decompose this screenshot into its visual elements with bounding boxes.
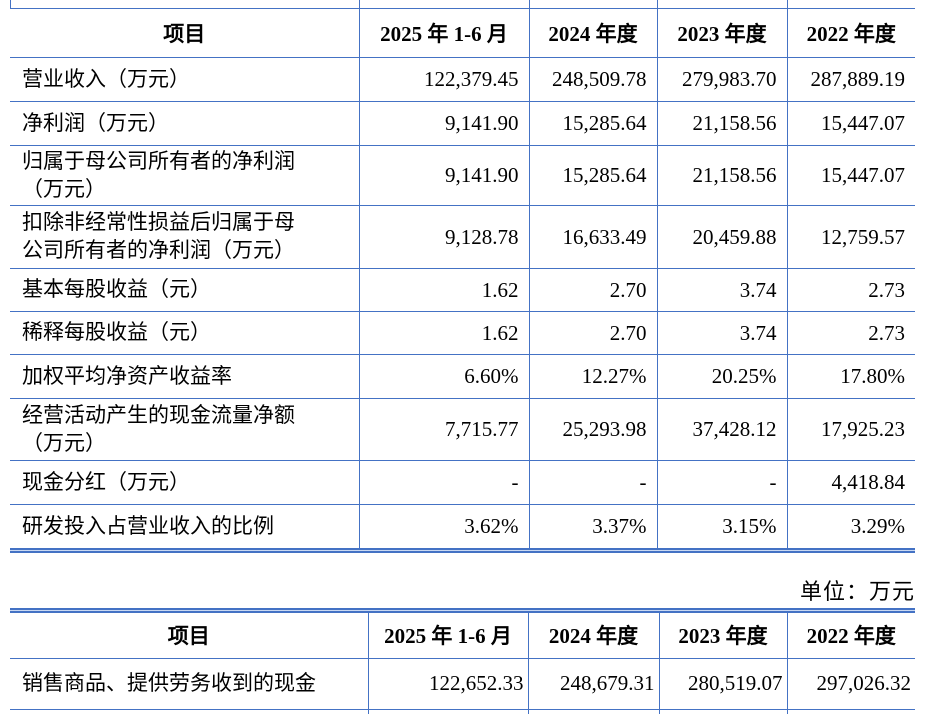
value-cell: 25,293.98 [529,398,658,461]
row-label: 净利润（万元） [10,101,360,146]
value-cell: 20,459.88 [657,205,788,269]
cropped-border-stub [659,709,660,714]
value-cell: 17.80% [787,354,915,399]
header-row: 项目 2025 年 1-6 月 2024 年度 2023 年度 2022 年度 [10,613,915,659]
column-header: 2023 年度 [659,613,788,659]
table-row: 基本每股收益（元） 1.62 2.70 3.74 2.73 [10,268,915,312]
table-row: 销售商品、提供劳务收到的现金 122,652.33 248,679.31 280,51… [10,658,915,710]
unit-note: 单位：万元 [799,579,915,604]
value-cell: 16,633.49 [529,205,658,269]
row-label: 营业收入（万元） [10,57,360,102]
value-cell: 279,983.70 [657,57,788,102]
value-cell: 2.70 [529,311,658,355]
row-label: 经营活动产生的现金流量净额 （万元） [10,398,360,461]
value-cell: 15,285.64 [529,101,658,146]
cropped-border-stub [528,709,529,714]
value-cell: 9,141.90 [359,101,530,146]
value-cell: 21,158.56 [657,101,788,146]
cropped-border-stub [657,0,658,9]
table-row: 稀释每股收益（元） 1.62 2.70 3.74 2.73 [10,311,915,355]
value-cell: 2.70 [529,268,658,312]
value-cell: 21,158.56 [657,145,788,206]
row-label: 稀释每股收益（元） [10,311,360,355]
table-row: 经营活动产生的现金流量净额 （万元） 7,715.77 25,293.98 37,42… [10,398,915,461]
value-cell: 9,128.78 [359,205,530,269]
table-row: 营业收入（万元） 122,379.45 248,509.78 279,983.70 28… [10,57,915,102]
row-label: 现金分红（万元） [10,460,360,505]
value-cell: 248,679.31 [528,658,660,710]
column-header: 项目 [10,8,360,58]
column-header: 2025 年 1-6 月 [368,613,529,659]
header-row: 项目 2025 年 1-6 月 2024 年度 2023 年度 2022 年度 [10,8,915,58]
column-header: 2024 年度 [528,613,660,659]
value-cell: 3.62% [359,504,530,549]
value-cell: 37,428.12 [657,398,788,461]
cropped-border-stub [359,0,360,9]
column-header: 2022 年度 [787,613,915,659]
row-label: 加权平均净资产收益率 [10,354,360,399]
value-cell: 1.62 [359,268,530,312]
value-cell: 6.60% [359,354,530,399]
value-cell: 1.62 [359,311,530,355]
value-cell: 15,447.07 [787,145,915,206]
cropped-border-stub [787,709,788,714]
value-cell: - [359,460,530,505]
column-header: 2024 年度 [529,8,658,58]
cash-receipts-table: 项目 2025 年 1-6 月 2024 年度 2023 年度 2022 年度 销售商品… [10,613,915,710]
cropped-border-stub [368,709,369,714]
column-header: 项目 [10,613,369,659]
value-cell: 12.27% [529,354,658,399]
row-label: 销售商品、提供劳务收到的现金 [10,658,369,710]
table-row: 研发投入占营业收入的比例 3.62% 3.37% 3.15% 3.29% [10,504,915,549]
value-cell: 12,759.57 [787,205,915,269]
table-row: 现金分红（万元） - - -4,418.84 [10,460,915,505]
value-cell: 287,889.19 [787,57,915,102]
value-cell: 280,519.07 [659,658,788,710]
cropped-border-stub [529,0,530,9]
value-cell: 3.74 [657,268,788,312]
value-cell: 9,141.90 [359,145,530,206]
value-cell: - [529,460,658,505]
value-cell: 2.73 [787,311,915,355]
table-bottom-rule [10,548,915,553]
value-cell: 3.37% [529,504,658,549]
value-cell: 20.25% [657,354,788,399]
table-top-rule [10,608,915,613]
table-row: 净利润（万元） 9,141.90 15,285.64 21,158.56 15,447.… [10,101,915,146]
cropped-border-stub [10,0,11,9]
column-header: 2023 年度 [657,8,788,58]
cropped-border-stub [787,0,788,9]
value-cell: 17,925.23 [787,398,915,461]
value-cell: 4,418.84 [787,460,915,505]
value-cell: 3.74 [657,311,788,355]
row-label: 扣除非经常性损益后归属于母 公司所有者的净利润（万元） [10,205,360,269]
row-label: 归属于母公司所有者的净利润 （万元） [10,145,360,206]
value-cell: 2.73 [787,268,915,312]
row-label: 基本每股收益（元） [10,268,360,312]
table-row: 归属于母公司所有者的净利润 （万元） 9,141.90 15,285.64 21,15… [10,145,915,206]
column-header: 2022 年度 [787,8,915,58]
value-cell: 7,715.77 [359,398,530,461]
financial-indicators-table: 项目 2025 年 1-6 月 2024 年度 2023 年度 2022 年度 营业收入… [10,8,915,549]
value-cell: 122,379.45 [359,57,530,102]
value-cell: - [657,460,788,505]
value-cell: 3.29% [787,504,915,549]
table-row: 加权平均净资产收益率 6.60% 12.27% 20.25% 17.80% [10,354,915,399]
value-cell: 3.15% [657,504,788,549]
value-cell: 122,652.33 [368,658,529,710]
table-row: 扣除非经常性损益后归属于母 公司所有者的净利润（万元） 9,128.78 16,63… [10,205,915,269]
column-header: 2025 年 1-6 月 [359,8,530,58]
value-cell: 15,285.64 [529,145,658,206]
value-cell: 15,447.07 [787,101,915,146]
value-cell: 297,026.32 [787,658,915,710]
row-label: 研发投入占营业收入的比例 [10,504,360,549]
value-cell: 248,509.78 [529,57,658,102]
